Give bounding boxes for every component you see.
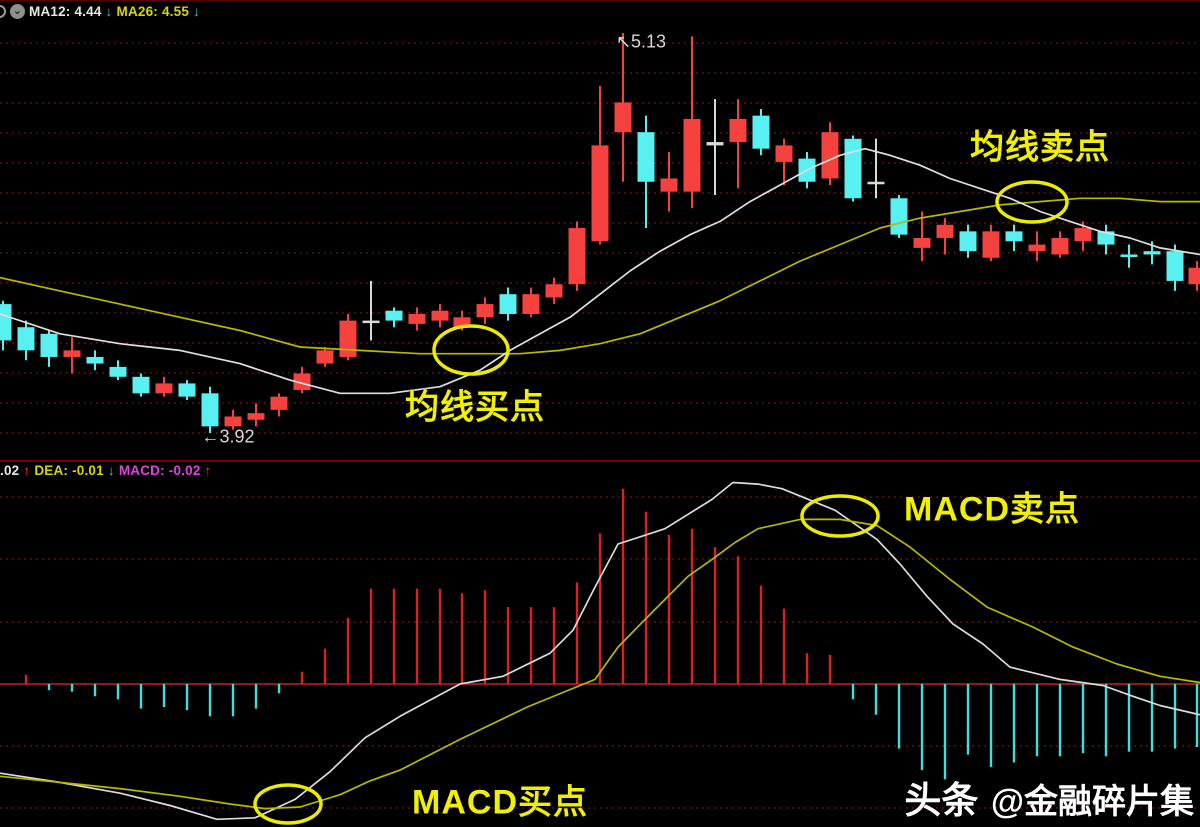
candle	[637, 115, 655, 229]
candle	[1120, 244, 1138, 268]
annotation-ma-sell: 均线卖点	[970, 128, 1110, 167]
candle	[1188, 261, 1200, 291]
candle	[752, 109, 770, 156]
candle	[247, 403, 265, 427]
candle	[936, 218, 954, 255]
macd-header: .02 ↑ DEA: -0.01 ↓ MACD: -0.02 ↑	[0, 463, 211, 478]
candle	[1051, 231, 1069, 258]
annotation-ma-buy: 均线买点	[405, 388, 545, 427]
candle	[706, 99, 724, 195]
candle	[522, 287, 540, 318]
ma-lines-layer	[0, 147, 1200, 395]
ma26-value: MA26: 4.55	[116, 4, 190, 19]
ma-sell-circle	[995, 180, 1069, 224]
watermark-brand: 头条	[904, 780, 979, 821]
candle	[913, 211, 931, 262]
macd-up-arrow-icon: ↑	[204, 463, 212, 478]
candle	[844, 135, 862, 202]
candle	[224, 409, 242, 430]
dea-down-arrow-icon: ↓	[107, 463, 115, 478]
candle	[201, 386, 219, 433]
candle	[408, 307, 426, 331]
ma12-value: MA12: 4.44	[29, 4, 102, 19]
candle	[660, 152, 678, 212]
candle	[591, 85, 609, 245]
candle	[293, 366, 311, 394]
diff-up-arrow-icon: ↑	[23, 463, 31, 478]
candle	[545, 277, 563, 305]
candle	[683, 36, 701, 209]
ma26-down-arrow-icon: ↓	[193, 4, 200, 19]
annotation-macd-buy: MACD买点	[412, 783, 588, 822]
candle	[982, 224, 1000, 262]
candle	[1143, 241, 1161, 265]
candle	[890, 194, 908, 238]
candle	[476, 297, 494, 324]
macd-sell-circle	[800, 494, 880, 538]
candle	[614, 32, 632, 182]
high-price-marker: ↖5.13	[615, 31, 667, 52]
diff-value-truncated: .02	[0, 463, 20, 478]
candle	[1005, 224, 1023, 252]
candle	[453, 310, 471, 331]
chevron-down-circle-icon[interactable]: ⌄	[10, 4, 25, 19]
macd-buy-circle	[253, 783, 323, 825]
candle	[499, 287, 517, 321]
candle	[316, 347, 334, 367]
dea-value: DEA: -0.01	[34, 463, 104, 478]
candle	[40, 330, 58, 367]
candle	[270, 393, 288, 417]
candle	[132, 373, 150, 397]
low-price-marker: ←3.92	[201, 426, 255, 447]
candle	[729, 99, 747, 189]
candlestick-layer	[0, 32, 1200, 433]
candle	[568, 221, 586, 291]
candle	[362, 280, 380, 341]
ma12-down-arrow-icon: ↓	[105, 4, 113, 19]
collapse-circle-icon[interactable]	[0, 5, 6, 18]
candle	[63, 337, 81, 374]
candle	[431, 304, 449, 328]
candle	[821, 122, 839, 186]
candle	[1028, 231, 1046, 262]
candle	[109, 360, 127, 381]
macd-value: MACD: -0.02	[118, 463, 201, 478]
candle	[178, 380, 196, 400]
macd-lines-layer	[0, 481, 1200, 821]
annotation-ellipses-layer	[253, 180, 1069, 825]
watermark-handle: @金融碎片集	[990, 783, 1194, 821]
candle	[86, 350, 104, 371]
candle	[17, 320, 35, 361]
candle	[959, 224, 977, 258]
candle	[385, 307, 403, 328]
kline-header: ⌄ MA12: 4.44 ↓ MA26: 4.55 ↓	[0, 4, 200, 19]
macd-histogram-layer	[24, 488, 1199, 780]
candle	[1074, 221, 1092, 252]
candle	[867, 138, 885, 199]
annotation-macd-sell: MACD卖点	[904, 490, 1080, 529]
watermark: 头条 @金融碎片集	[904, 770, 1194, 824]
candle	[155, 376, 173, 397]
candle	[0, 300, 12, 351]
candle	[1166, 244, 1184, 291]
ma-buy-circle	[432, 324, 510, 376]
candle	[775, 138, 793, 186]
candle	[1097, 224, 1115, 255]
candle	[339, 313, 357, 361]
